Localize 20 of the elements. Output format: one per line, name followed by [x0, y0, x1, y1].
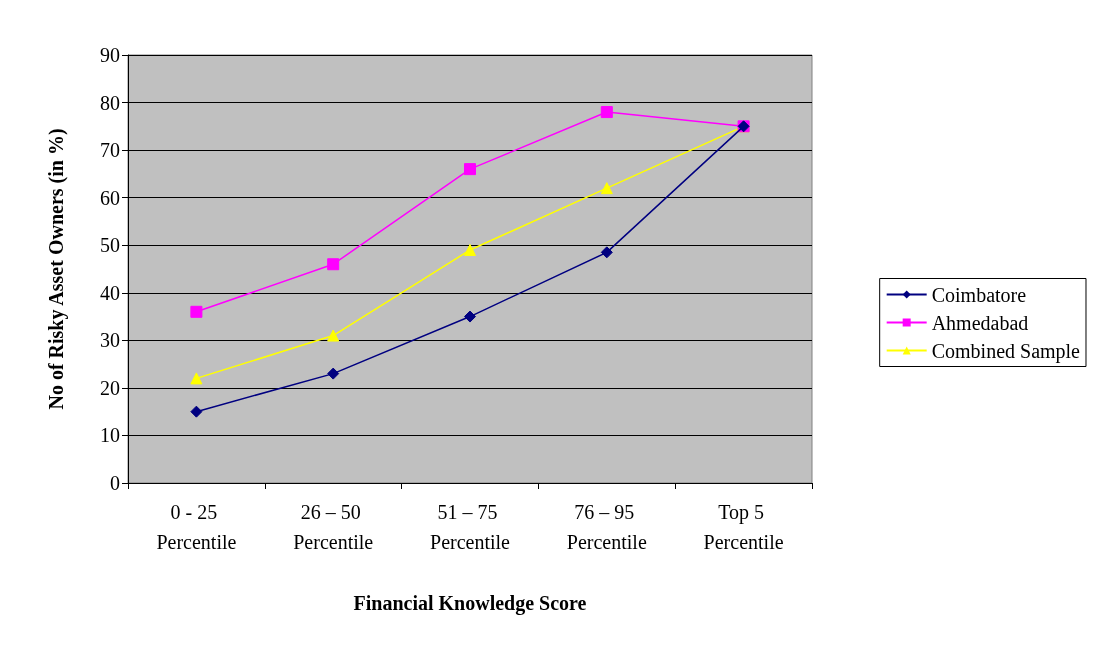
y-tick-label: 40	[100, 281, 120, 304]
y-tick-label: 0	[110, 472, 120, 494]
x-tick-label: 0 - 25 Percentile	[156, 501, 237, 553]
legend-label: Coimbatore	[931, 283, 1027, 306]
y-tick-label: 60	[100, 186, 120, 209]
x-tick-label: 51 – 75 Percentile	[430, 501, 511, 553]
y-tick-label: 80	[100, 91, 120, 114]
y-tick-label: 30	[100, 329, 120, 352]
y-tick-label: 10	[100, 424, 120, 447]
y-tick-label: 50	[100, 234, 120, 257]
legend-label: Ahmedabad	[931, 311, 1029, 334]
y-axis-title: No of Risky Asset Owners (in %)	[45, 128, 68, 410]
x-tick-label: Top 5 Percentile	[703, 501, 784, 553]
y-tick-label: 70	[100, 139, 120, 162]
x-tick-label: 76 – 95 Percentile	[566, 501, 647, 553]
y-tick-label: 90	[100, 44, 120, 66]
y-tick-label: 20	[100, 376, 120, 399]
legend-label: Combined Sample	[931, 339, 1081, 363]
x-axis-title: Financial Knowledge Score	[353, 592, 587, 615]
x-tick-label: 26 – 50 Percentile	[293, 501, 374, 553]
